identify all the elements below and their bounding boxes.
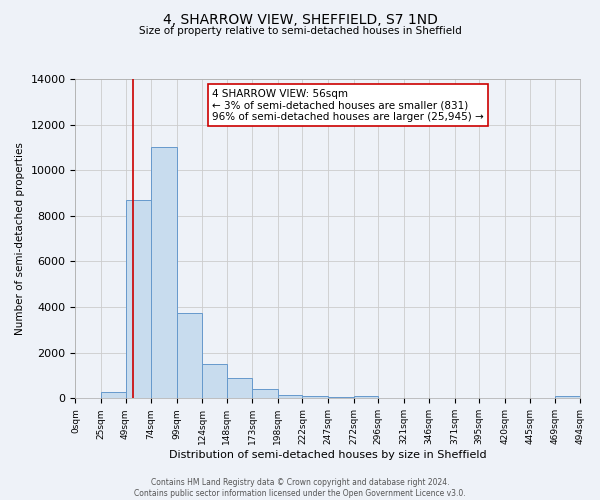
Y-axis label: Number of semi-detached properties: Number of semi-detached properties (15, 142, 25, 335)
Bar (278, 395, 302, 398)
X-axis label: Distribution of semi-detached houses by size in Sheffield: Distribution of semi-detached houses by … (169, 450, 487, 460)
Bar (555, 396, 580, 398)
Bar (328, 397, 353, 398)
Text: Size of property relative to semi-detached houses in Sheffield: Size of property relative to semi-detach… (139, 26, 461, 36)
Bar (151, 148, 176, 398)
Bar (353, 396, 378, 398)
Bar (125, 200, 151, 398)
Text: Contains HM Land Registry data © Crown copyright and database right 2024.
Contai: Contains HM Land Registry data © Crown c… (134, 478, 466, 498)
Bar (101, 392, 125, 398)
Text: 4 SHARROW VIEW: 56sqm
← 3% of semi-detached houses are smaller (831)
96% of semi: 4 SHARROW VIEW: 56sqm ← 3% of semi-detac… (212, 88, 484, 122)
Bar (252, 389, 278, 398)
Bar (302, 396, 328, 398)
Text: 4, SHARROW VIEW, SHEFFIELD, S7 1ND: 4, SHARROW VIEW, SHEFFIELD, S7 1ND (163, 12, 437, 26)
Bar (202, 364, 227, 398)
Bar (227, 378, 252, 398)
Bar (176, 313, 202, 398)
